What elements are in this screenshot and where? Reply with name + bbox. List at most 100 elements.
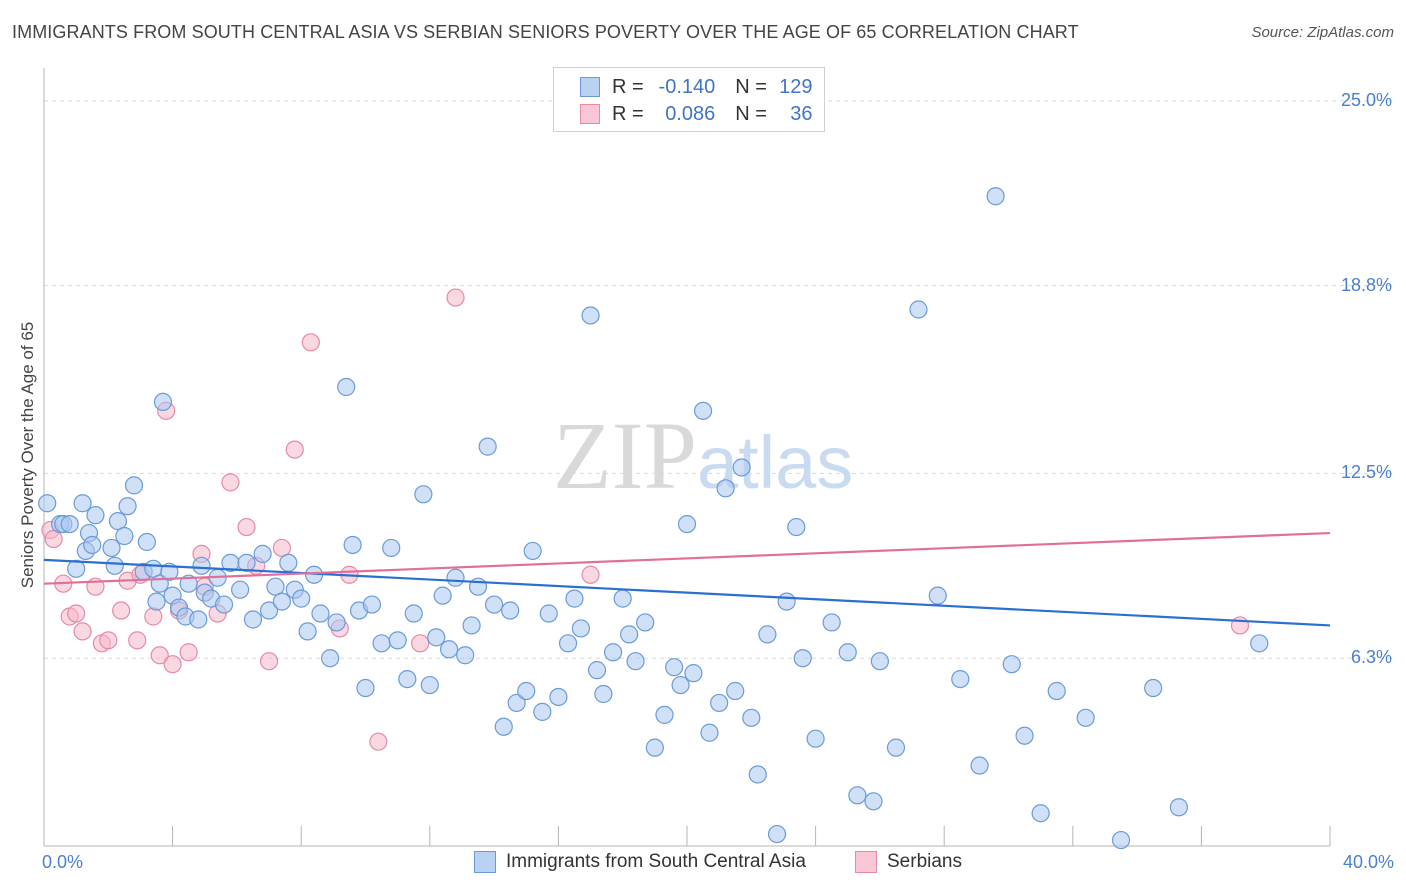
legend-swatch-blue [474, 851, 496, 873]
n-value: 129 [779, 75, 813, 98]
x-tick-label-max: 40.0% [1342, 852, 1394, 872]
immigrants-point-98 [716, 479, 735, 498]
legend-swatch-pink [855, 851, 877, 873]
y-tick-label-0: 6.3% [1350, 647, 1392, 668]
immigrants-point-32 [214, 595, 234, 614]
serbians-point-11 [128, 631, 147, 650]
immigrants-point-54 [372, 634, 391, 653]
serbians-point-25 [259, 652, 279, 671]
r-value: 0.086 [665, 102, 716, 125]
immigrants-point-126 [1144, 678, 1163, 698]
immigrants-point-83 [594, 684, 613, 704]
serbians-point-27 [285, 440, 304, 459]
serbians-points [41, 288, 1250, 751]
watermark: ZIPatlas [553, 400, 853, 511]
immigrants-point-82 [587, 661, 607, 680]
serbians-point-13 [144, 607, 163, 626]
immigrants-point-60 [420, 675, 439, 695]
immigrants-point-124 [1076, 708, 1095, 727]
immigrants-point-102 [748, 765, 767, 784]
immigrants-point-15 [124, 476, 144, 495]
immigrants-point-104 [767, 824, 787, 844]
legend-label-immigrants: Immigrants from South Central Asia [506, 851, 806, 872]
immigrants-point-105 [777, 592, 796, 611]
immigrants-point-103 [758, 625, 777, 644]
pink-swatch [580, 104, 600, 124]
immigrants-point-113 [870, 652, 890, 671]
legend-item-immigrants: Immigrants from South Central Asia [474, 851, 806, 873]
immigrants-point-53 [362, 595, 382, 614]
immigrants-point-108 [806, 729, 825, 748]
immigrants-point-107 [793, 649, 812, 668]
immigrants-point-117 [951, 669, 970, 689]
n-label: N = [735, 75, 767, 98]
immigrants-point-56 [388, 631, 407, 650]
n-value: 36 [790, 102, 813, 125]
legend-label-serbians: Serbians [887, 851, 962, 872]
immigrants-point-48 [327, 613, 346, 632]
serbians-point-14 [150, 646, 169, 665]
immigrants-point-92 [671, 675, 690, 695]
serbians-point-18 [179, 643, 198, 662]
immigrants-point-14 [118, 497, 137, 516]
immigrants-point-93 [677, 515, 697, 534]
immigrants-point-109 [822, 613, 841, 632]
trend-lines [43, 531, 1331, 627]
immigrants-point-11 [105, 556, 124, 575]
immigrants-point-9 [86, 506, 105, 525]
immigrants-point-76 [539, 604, 558, 623]
immigrants-point-68 [478, 437, 497, 456]
immigrants-point-28 [192, 556, 211, 575]
immigrants-point-46 [311, 604, 330, 623]
r-value: -0.140 [658, 75, 716, 98]
source-label: Source: ZipAtlas.com [1251, 24, 1394, 41]
immigrants-point-50 [343, 535, 362, 555]
immigrants-point-8 [83, 535, 102, 555]
immigrants-point-80 [571, 619, 591, 638]
immigrants-point-123 [1047, 681, 1066, 701]
immigrants-point-95 [693, 401, 713, 420]
serbians-point-8 [99, 631, 118, 650]
immigrants-point-41 [279, 553, 298, 572]
serbians-trend-line [43, 531, 1331, 585]
immigrants-point-74 [523, 541, 542, 561]
stats-legend-row-serbians: R = 0.086 N = 36 [554, 102, 813, 126]
serbians-point-28 [301, 333, 320, 352]
r-label: R = [612, 75, 644, 98]
immigrants-point-34 [231, 580, 250, 599]
immigrants-point-47 [321, 649, 340, 668]
immigrants-point-4 [67, 559, 86, 578]
serbians-point-4 [67, 604, 86, 623]
immigrants-point-26 [179, 574, 198, 593]
watermark-zip: ZIP [553, 402, 697, 509]
immigrants-point-112 [864, 792, 883, 811]
immigrants-point-55 [382, 538, 401, 558]
immigrants-point-119 [986, 187, 1005, 206]
immigrants-point-61 [427, 628, 446, 647]
immigrants-point-115 [909, 300, 928, 319]
immigrants-point-43 [292, 589, 311, 608]
immigrants-point-127 [1169, 798, 1188, 817]
stats-legend-row-immigrants: R = -0.140 N = 129 [554, 75, 813, 99]
serbians-point-33 [446, 288, 465, 307]
immigrants-point-111 [848, 786, 867, 805]
immigrants-point-10 [102, 538, 121, 558]
immigrants-point-13 [115, 526, 134, 546]
immigrants-point-44 [298, 622, 317, 641]
chart-title: IMMIGRANTS FROM SOUTH CENTRAL ASIA VS SE… [12, 22, 1079, 42]
immigrants-point-3 [60, 515, 79, 534]
immigrants-point-35 [237, 553, 256, 572]
immigrants-point-106 [787, 517, 806, 537]
immigrants-point-64 [446, 568, 465, 587]
immigrants-point-77 [549, 687, 568, 707]
immigrants-point-40 [272, 592, 292, 611]
immigrants-point-90 [655, 705, 674, 724]
immigrants-point-36 [243, 610, 263, 629]
immigrants-point-91 [665, 658, 684, 677]
immigrants-point-17 [137, 532, 156, 552]
immigrants-point-101 [742, 708, 761, 727]
y-tick-label-1: 12.5% [1340, 462, 1392, 483]
gridlines [44, 100, 1394, 659]
immigrants-point-62 [433, 586, 452, 605]
